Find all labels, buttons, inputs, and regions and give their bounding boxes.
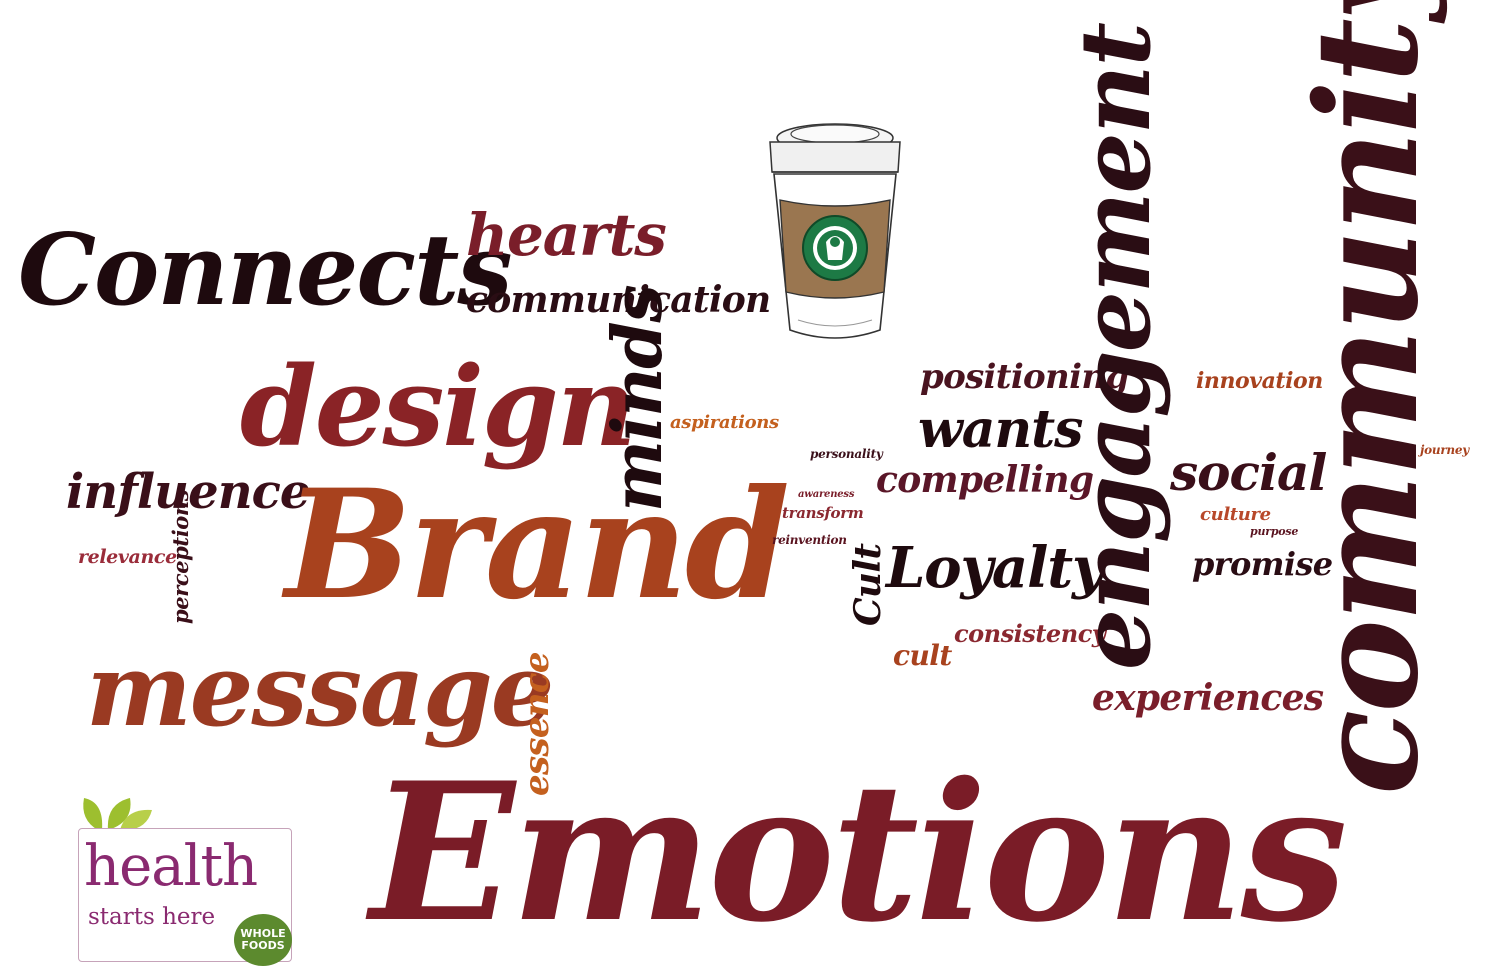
word-social: social	[1170, 443, 1327, 502]
word-loyalty: Loyalty	[886, 535, 1105, 601]
word-culture: culture	[1200, 504, 1271, 525]
word-wants: wants	[918, 399, 1083, 460]
whole-foods-badge: WHOLE FOODS	[234, 914, 292, 966]
word-perceptions: perceptions	[168, 489, 193, 624]
word-message: message	[86, 631, 554, 749]
word-community: community	[1286, 0, 1450, 795]
word-reinvention: reinvention	[772, 533, 847, 547]
word-emotions: Emotions	[370, 741, 1348, 964]
word-awareness: awareness	[798, 489, 855, 500]
coffee-cup-icon	[760, 120, 910, 350]
word-minds: minds	[598, 285, 678, 512]
word-engagement: engagement	[1059, 23, 1172, 670]
word-compelling: compelling	[876, 459, 1094, 501]
word-cult-lower: cult	[893, 639, 952, 672]
logo-starts-here-text: starts here	[88, 904, 216, 930]
word-brand: Brand	[285, 457, 790, 633]
word-consistency: consistency	[954, 619, 1106, 648]
word-innovation: innovation	[1196, 368, 1323, 394]
word-design: design	[240, 342, 637, 471]
word-promise: promise	[1192, 545, 1333, 583]
word-aspirations: aspirations	[670, 412, 779, 433]
word-experiences: experiences	[1092, 677, 1324, 719]
word-relevance: relevance	[78, 546, 177, 568]
word-connects: Connects	[18, 213, 513, 328]
word-transform: transform	[782, 504, 864, 522]
word-positioning: positioning	[920, 357, 1129, 397]
logo-health-text: health	[84, 834, 258, 899]
word-journey: journey	[1420, 443, 1470, 457]
leaf-icon	[83, 798, 152, 831]
word-communication: communication	[466, 279, 771, 321]
health-starts-here-logo: health starts here WHOLE FOODS	[72, 790, 302, 970]
word-personality: personality	[810, 447, 883, 461]
word-influence: influence	[66, 464, 310, 520]
word-cult-upper: Cult	[847, 543, 889, 626]
word-essence: essence	[517, 652, 557, 796]
word-hearts: hearts	[466, 201, 667, 269]
word-purpose: purpose	[1250, 525, 1299, 538]
